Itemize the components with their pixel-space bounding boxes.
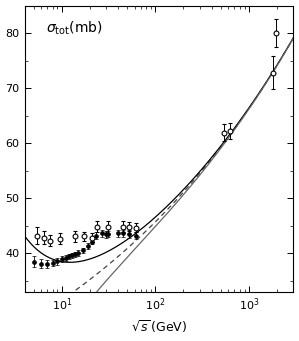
X-axis label: $\sqrt{s}\,(\mathrm{GeV})$: $\sqrt{s}\,(\mathrm{GeV})$: [131, 319, 187, 336]
Text: $\sigma_{\mathrm{tot}}(\mathrm{mb})$: $\sigma_{\mathrm{tot}}(\mathrm{mb})$: [46, 20, 103, 37]
